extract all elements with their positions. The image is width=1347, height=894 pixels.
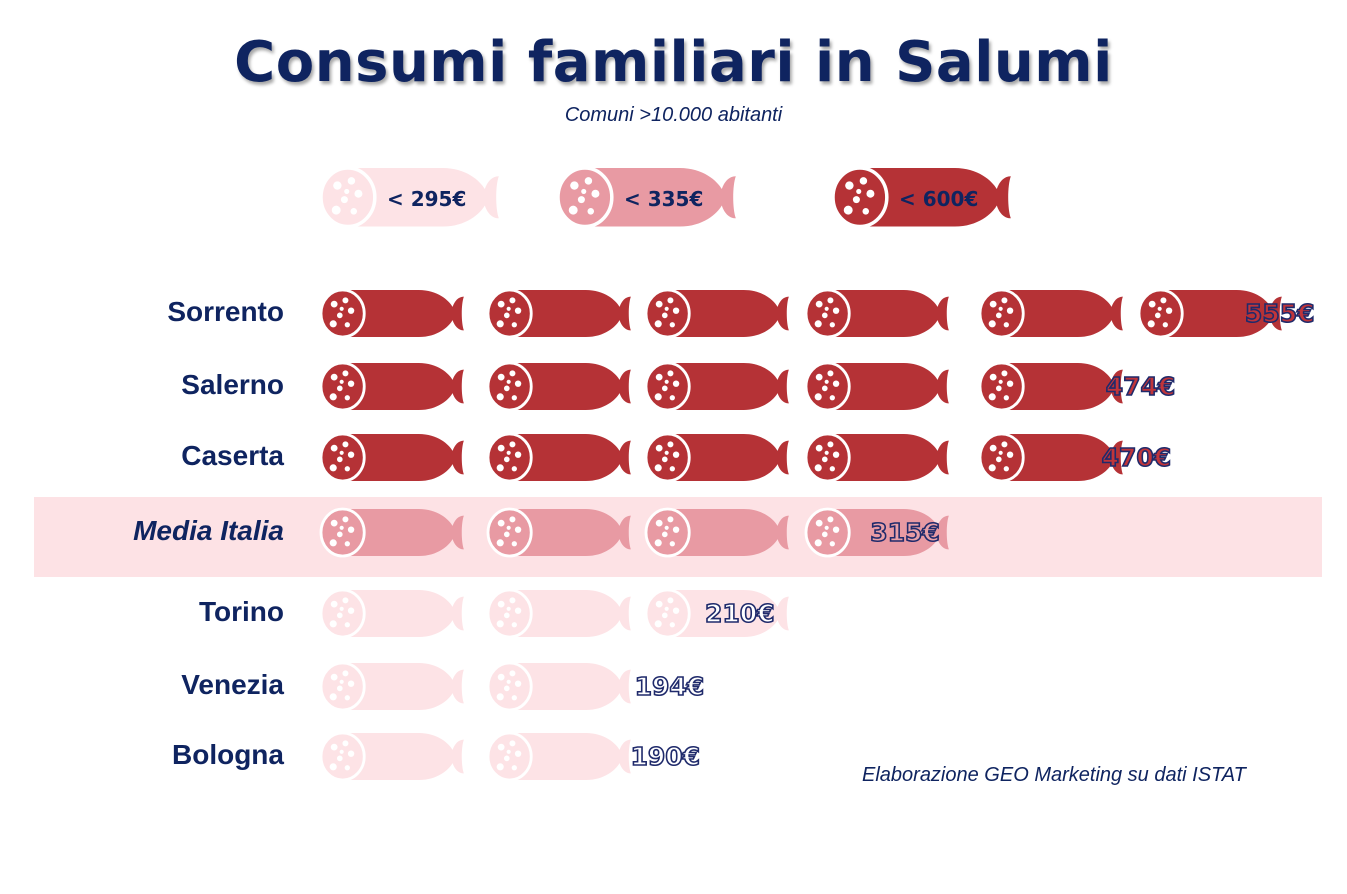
value-label: 555€ [1244,298,1315,329]
legend-salami-icon-low [319,166,499,229]
salami-icon [644,288,789,339]
salami-icon [644,432,789,483]
legend-label-high: < 600€ [899,187,979,211]
salami-icon [486,288,631,339]
salami-icon-partial [644,588,789,639]
row-label: Bologna [172,739,284,770]
salami-icon [319,288,464,339]
salami-icon [319,432,464,483]
value-label: 315€ [869,517,940,548]
salami-icon [319,507,464,558]
chart-subtitle: Comuni >10.000 abitanti [564,104,783,126]
value-label: 210€ [704,598,775,629]
row-label: Sorrento [167,296,284,327]
value-label: 470€ [1101,442,1172,473]
legend-label-mid: < 335€ [624,187,704,211]
row-label: Venezia [181,669,284,700]
value-label: 474€ [1105,371,1176,402]
salami-icon [486,588,631,639]
legend-salami-icon-mid [556,166,736,229]
source-note: Elaborazione GEO Marketing su dati ISTAT [862,764,1246,786]
salami-icon [804,361,949,412]
salami-icon [319,588,464,639]
row-label: Torino [198,596,284,627]
salami-icon [804,288,949,339]
salami-icon [486,432,631,483]
salami-icon [319,361,464,412]
salami-icon [644,507,789,558]
salami-icon [804,432,949,483]
salami-icon-partial [804,507,949,558]
row-label: Salerno [181,369,284,400]
salami-icon-partial [978,361,1123,412]
chart-title: Consumi familiari in Salumi [234,30,1113,95]
row-label: Media Italia [133,515,284,546]
row-label: Caserta [181,440,284,471]
legend-salami-icon-high [831,166,1011,229]
salami-icon-partial [486,731,631,782]
value-label: 190€ [630,741,701,772]
salami-icon-partial [1137,288,1282,339]
salami-icon [644,361,789,412]
salami-icon [319,731,464,782]
salami-icon-partial [486,661,631,712]
salami-icon-partial [978,432,1123,483]
legend-label-low: < 295€ [387,187,467,211]
value-label: 194€ [634,671,705,702]
salami-icon [486,507,631,558]
salami-icon [978,288,1123,339]
salami-icon [319,661,464,712]
salami-icon [486,361,631,412]
